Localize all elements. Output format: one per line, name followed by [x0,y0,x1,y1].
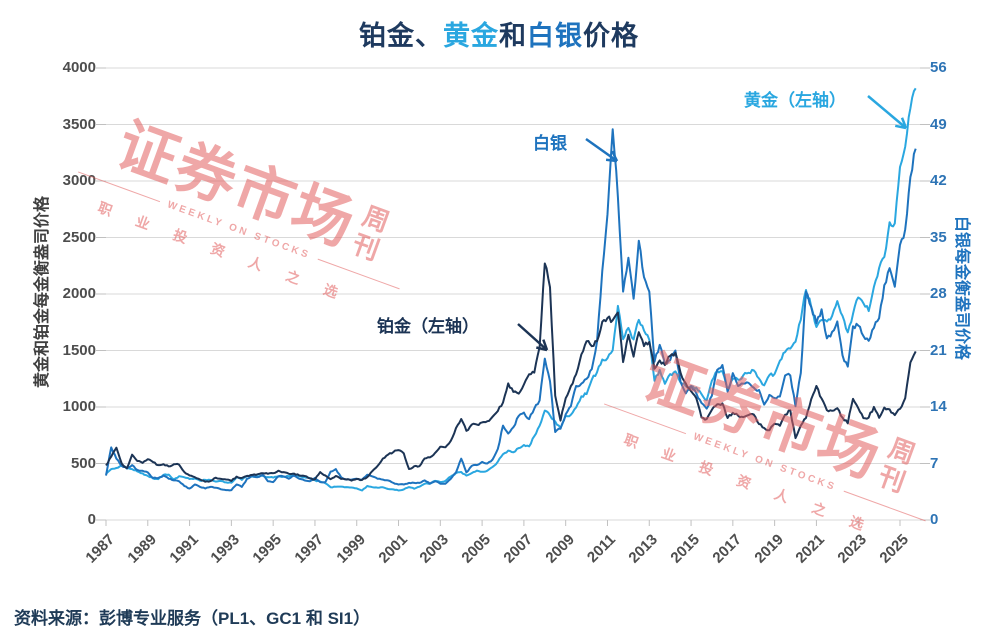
left-axis-tick-label: 4000 [62,59,96,76]
right-axis-tick-label: 21 [930,341,947,359]
platinum-annotation-arrow-head [542,339,549,351]
platinum-annotation-arrow [517,323,548,351]
silver-annotation-arrow [585,137,618,163]
right-axis-tick-label: 0 [930,511,939,528]
right-axis-tick-label: 14 [930,398,947,415]
annotation-silver: 白银 [533,134,567,153]
chart-title: 铂金、黄金和白银价格 [0,14,998,53]
title-segment: 价格 [583,21,639,51]
left-axis-tick-label: 2000 [62,285,96,302]
source-note: 资料来源：彭博专业服务（PL1、GC1 和 SI1） [14,609,371,628]
left-axis-tick-label: 1500 [62,341,96,359]
silver-annotation-arrow-head [605,158,618,163]
gold-annotation-arrow [867,95,907,129]
left-axis-tick-label: 0 [87,511,96,528]
right-axis-title: 白银每金衡盎司价格 [953,215,970,361]
title-segment: 黄金 [443,21,499,51]
left-axis-tick-label: 3500 [62,115,96,133]
left-axis-tick-label: 500 [70,454,96,472]
right-axis-tick-label: 28 [930,285,947,302]
right-axis-tick-label: 7 [930,454,939,472]
right-axis-tick-label: 49 [930,115,947,133]
left-axis-tick-label: 1000 [62,398,96,415]
annotation-gold: 黄金（左轴） [744,91,846,110]
title-segment: 和 [499,21,527,51]
right-axis-tick-label: 35 [930,228,947,246]
series-line-silver [105,128,917,492]
annotation-platinum: 铂金（左轴） [377,317,479,336]
title-segment: 白银 [527,21,583,51]
gold-annotation-arrow-head [900,117,908,129]
gold-annotation-arrow-head [894,124,907,130]
left-axis-tick-label: 3000 [62,172,96,189]
right-axis-tick-label: 42 [930,172,947,189]
right-axis-tick-label: 56 [930,59,947,76]
left-axis-tick-label: 2500 [62,228,96,246]
series-line-gold [105,87,917,492]
silver-annotation-arrow-head [611,150,619,162]
title-segment: 铂金、 [359,21,443,51]
platinum-annotation-arrow-head [536,346,548,352]
series-line-platinum [105,262,917,483]
